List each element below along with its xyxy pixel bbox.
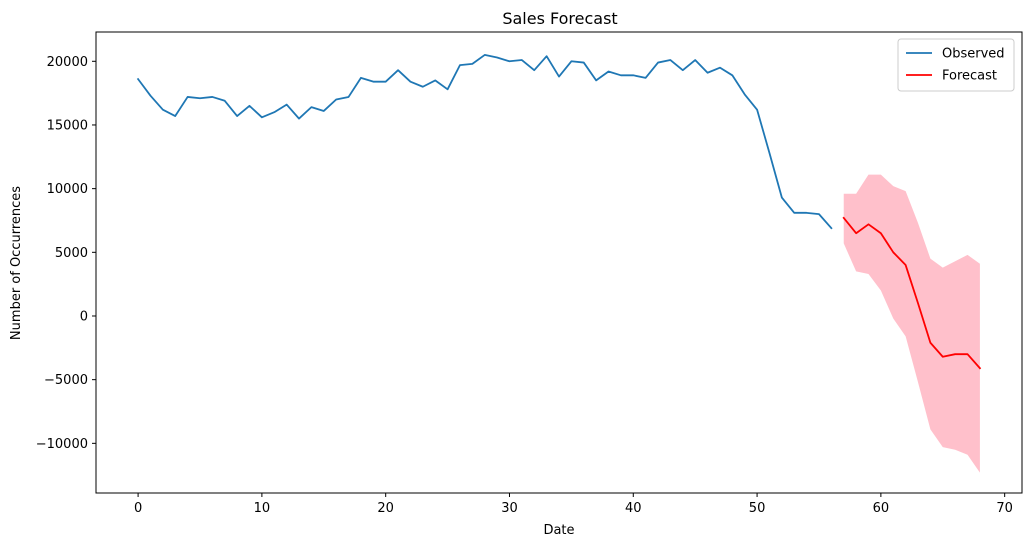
- x-axis-label: Date: [543, 523, 574, 538]
- legend-label-forecast: Forecast: [942, 69, 997, 84]
- plot-area-frame: [95, 31, 1023, 494]
- y-tick-label: 5000: [55, 246, 88, 261]
- y-tick-label: −10000: [36, 437, 88, 452]
- legend-label-observed: Observed: [942, 47, 1005, 62]
- legend: Observed Forecast: [897, 38, 1015, 92]
- x-tick-label: 60: [873, 501, 890, 516]
- y-axis-label: Number of Occurrences: [9, 186, 24, 340]
- x-tick-label: 40: [625, 501, 642, 516]
- y-tick-label: −5000: [44, 373, 88, 388]
- x-tick-label: 0: [134, 501, 142, 516]
- forecast-series-line: [842, 216, 982, 370]
- legend-frame: [897, 38, 1015, 92]
- x-tick-label: 30: [501, 501, 518, 516]
- y-tick-label: 10000: [47, 182, 88, 197]
- x-tick-label: 70: [996, 501, 1013, 516]
- forecast-confidence-band: [843, 174, 980, 473]
- x-tick-label: 50: [749, 501, 766, 516]
- y-tick-label: 15000: [47, 118, 88, 133]
- y-tick-label: 20000: [47, 55, 88, 70]
- x-axis: 0 10 20 30 40 50 60 70: [134, 493, 1013, 516]
- x-tick-label: 20: [377, 501, 394, 516]
- chart-title: Sales Forecast: [502, 9, 617, 28]
- x-tick-label: 10: [254, 501, 271, 516]
- y-tick-label: 0: [80, 309, 88, 324]
- observed-series-line: [136, 54, 833, 230]
- y-axis: −10000 −5000 0 5000 10000 15000 20000: [36, 55, 96, 452]
